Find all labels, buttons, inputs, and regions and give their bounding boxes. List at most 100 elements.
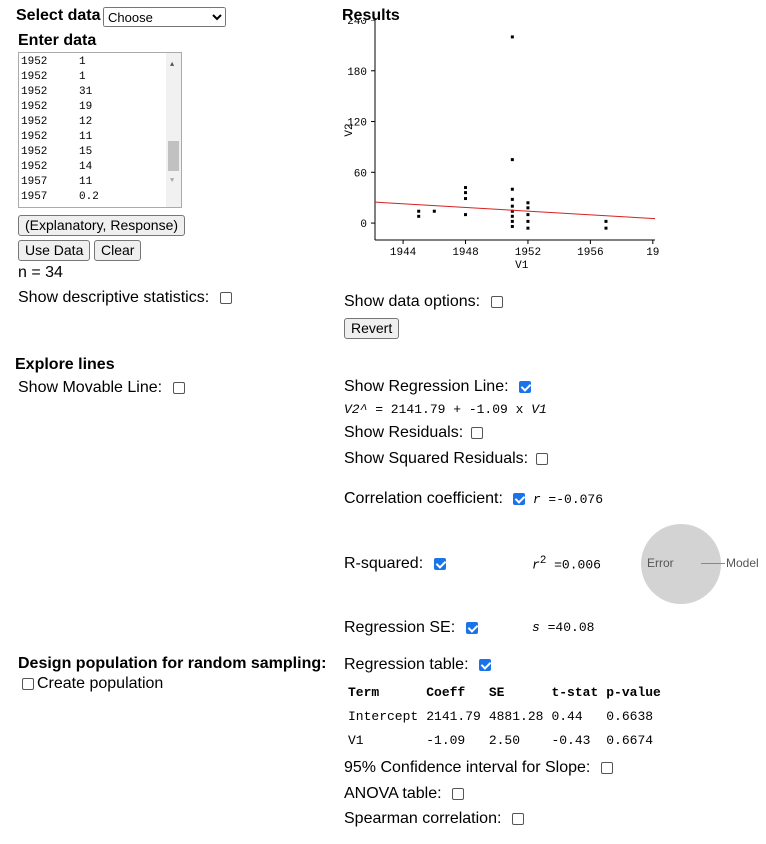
- data-point: [510, 35, 514, 39]
- create-population-checkbox[interactable]: [22, 677, 34, 690]
- data-point: [526, 206, 530, 210]
- data-point: [432, 209, 436, 213]
- table-cell: 2.50: [488, 732, 521, 748]
- movable-line-checkbox[interactable]: [172, 381, 185, 394]
- squared-residuals-label: Show Squared Residuals:: [344, 450, 529, 467]
- data-point: [510, 187, 514, 191]
- data-point: [526, 213, 530, 217]
- table-header-cell: p-value: [606, 684, 661, 700]
- y-tick-label: 240: [347, 20, 367, 28]
- data-point: [526, 219, 530, 223]
- data-cell-y: 1: [79, 56, 86, 68]
- table-row: V1 -1.09 2.50 -0.43 0.6674: [344, 728, 665, 752]
- residuals-row: Show Residuals:: [344, 424, 483, 442]
- data-options-label: Show data options:: [344, 293, 481, 310]
- y-axis-label: V2: [344, 123, 356, 136]
- data-cell-x: 1952: [21, 161, 48, 173]
- data-point: [510, 197, 514, 201]
- squared-residuals-row: Show Squared Residuals:: [344, 450, 548, 468]
- rsquared-checkbox[interactable]: [433, 557, 446, 570]
- spearman-checkbox[interactable]: [511, 812, 524, 825]
- regression-table: Term Coeff SE t-stat p-value Intercept 2141.7…: [344, 680, 665, 752]
- y-tick-label: 180: [347, 67, 367, 79]
- regression-line-checkbox[interactable]: [519, 380, 531, 393]
- population-title: Design population for random sampling:: [18, 655, 327, 672]
- regression-line: [374, 201, 656, 220]
- data-options-checkbox[interactable]: [490, 295, 503, 308]
- y-tick-label: 120: [347, 118, 367, 130]
- regression-se-checkbox[interactable]: [465, 621, 478, 634]
- ci-checkbox[interactable]: [600, 761, 613, 774]
- data-point: [464, 186, 468, 190]
- x-tick-label: 1948: [452, 247, 478, 259]
- scroll-down-icon[interactable]: ▼: [170, 177, 175, 185]
- use-data-button[interactable]: Use Data: [18, 240, 91, 261]
- correlation-checkbox[interactable]: [513, 492, 526, 505]
- correlation-label: Correlation coefficient:: [344, 490, 503, 507]
- data-cell-x: 1952: [21, 56, 48, 68]
- residuals-checkbox[interactable]: [470, 426, 483, 439]
- descriptive-stats-row: Show descriptive statistics:: [18, 289, 232, 307]
- textarea-scrollbar[interactable]: ▲ ▼: [166, 53, 181, 207]
- results-title: Results: [342, 7, 400, 24]
- clear-button[interactable]: Clear: [94, 240, 142, 261]
- create-population-row: Create population: [22, 675, 163, 693]
- r2-value: =0.006: [546, 557, 601, 573]
- data-point: [510, 219, 514, 223]
- data-cell-x: 1952: [21, 101, 48, 113]
- data-cell-x: 1952: [21, 71, 48, 83]
- regression-table-checkbox[interactable]: [478, 658, 491, 671]
- data-cell-x: 1952: [21, 131, 48, 143]
- revert-button[interactable]: Revert: [344, 318, 400, 339]
- regression-line-label: Show Regression Line:: [344, 378, 509, 395]
- data-cell-x: 1957: [21, 176, 48, 188]
- data-row: 1957 11: [19, 175, 181, 190]
- data-point: [464, 213, 468, 217]
- data-options-row: Show data options:: [344, 293, 503, 311]
- data-row: 1952 1: [19, 55, 181, 70]
- scroll-thumb[interactable]: [168, 141, 179, 171]
- data-cell-x: 1952: [21, 86, 48, 98]
- data-row: 1957 0.2: [19, 190, 181, 205]
- table-row: Intercept 2141.79 4881.28 0.44 0.6638: [344, 704, 665, 728]
- data-cell-y: 31: [79, 86, 93, 98]
- explanatory-response-button[interactable]: (Explanatory, Response): [18, 215, 186, 236]
- rsquared-pie-circle: [641, 524, 721, 604]
- y-tick-label: 60: [354, 168, 367, 180]
- squared-residuals-checkbox[interactable]: [535, 452, 548, 465]
- data-row: 1952 1: [19, 70, 181, 85]
- data-cell-x: 1957: [21, 191, 48, 203]
- regression-line-row: Show Regression Line:: [344, 378, 531, 396]
- table-header-cell: Coeff: [426, 684, 466, 700]
- scroll-up-icon[interactable]: ▲: [170, 61, 175, 69]
- residuals-label: Show Residuals:: [344, 424, 464, 441]
- data-point: [510, 158, 514, 162]
- equation-lhs: V2^: [344, 402, 368, 417]
- table-header-cell: t-stat: [551, 684, 599, 700]
- data-point: [510, 224, 514, 228]
- rsquared-label: R-squared:: [344, 555, 424, 572]
- table-cell: 0.44: [551, 708, 583, 724]
- data-cell-y: 1: [79, 71, 86, 83]
- table-cell: 0.6674: [606, 732, 654, 748]
- table-cell: V1: [348, 732, 364, 748]
- regression-se-row: Regression SE:: [344, 619, 478, 637]
- descriptive-stats-label: Show descriptive statistics:: [18, 289, 210, 306]
- data-row: 1952 11: [19, 130, 181, 145]
- equation-var: V1: [531, 402, 547, 417]
- equation-body: = 2141.79 + -1.09 x: [367, 402, 532, 417]
- table-cell: Intercept: [348, 708, 419, 724]
- data-textarea[interactable]: 1952 1 1952 1 1952 31 1952 19 1952 12 1952 11 1952 15…: [18, 52, 182, 208]
- data-cell-y: 11: [79, 176, 93, 188]
- dataset-select[interactable]: Choose: [103, 7, 226, 27]
- descriptive-stats-checkbox[interactable]: [219, 291, 232, 304]
- regression-se-value: s =40.08: [532, 620, 594, 635]
- correlation-value: r =-0.076: [533, 492, 603, 507]
- x-tick-label: 1944: [390, 247, 417, 259]
- sample-size-text: n = 34: [18, 264, 63, 281]
- correlation-row: Correlation coefficient: r =-0.076: [344, 490, 603, 508]
- data-point: [464, 191, 468, 195]
- data-point: [510, 204, 514, 208]
- anova-checkbox[interactable]: [451, 787, 464, 800]
- create-population-label: Create population: [37, 675, 164, 692]
